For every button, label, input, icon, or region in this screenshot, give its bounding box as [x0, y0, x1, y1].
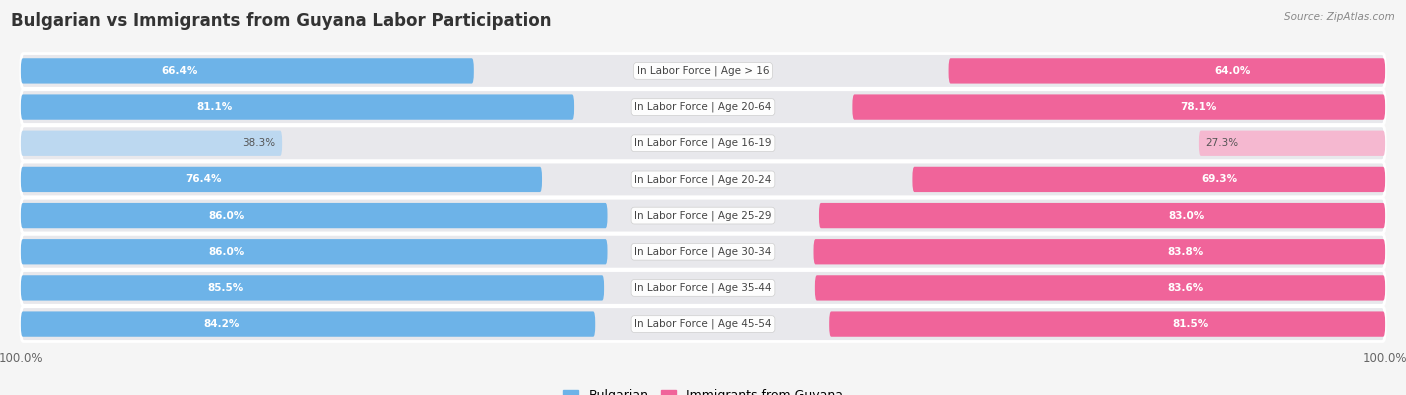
Text: In Labor Force | Age 16-19: In Labor Force | Age 16-19 [634, 138, 772, 149]
Text: Source: ZipAtlas.com: Source: ZipAtlas.com [1284, 12, 1395, 22]
FancyBboxPatch shape [814, 239, 1385, 264]
Text: 78.1%: 78.1% [1181, 102, 1216, 112]
FancyBboxPatch shape [21, 54, 1385, 88]
FancyBboxPatch shape [21, 234, 1385, 269]
FancyBboxPatch shape [21, 58, 474, 84]
Text: Bulgarian vs Immigrants from Guyana Labor Participation: Bulgarian vs Immigrants from Guyana Labo… [11, 12, 551, 30]
FancyBboxPatch shape [818, 203, 1385, 228]
FancyBboxPatch shape [21, 162, 1385, 197]
Text: 85.5%: 85.5% [207, 283, 243, 293]
FancyBboxPatch shape [830, 311, 1385, 337]
FancyBboxPatch shape [21, 167, 543, 192]
Text: 69.3%: 69.3% [1202, 175, 1237, 184]
Text: In Labor Force | Age 20-24: In Labor Force | Age 20-24 [634, 174, 772, 185]
Text: 83.6%: 83.6% [1167, 283, 1204, 293]
Text: 81.1%: 81.1% [197, 102, 232, 112]
FancyBboxPatch shape [815, 275, 1385, 301]
FancyBboxPatch shape [21, 203, 607, 228]
FancyBboxPatch shape [21, 198, 1385, 233]
Text: In Labor Force | Age 35-44: In Labor Force | Age 35-44 [634, 283, 772, 293]
FancyBboxPatch shape [21, 275, 605, 301]
Text: 86.0%: 86.0% [208, 247, 245, 257]
FancyBboxPatch shape [21, 239, 607, 264]
FancyBboxPatch shape [21, 307, 1385, 341]
Text: 66.4%: 66.4% [162, 66, 198, 76]
Text: 64.0%: 64.0% [1215, 66, 1250, 76]
FancyBboxPatch shape [21, 94, 574, 120]
Text: 86.0%: 86.0% [208, 211, 245, 220]
FancyBboxPatch shape [1199, 131, 1385, 156]
Text: 76.4%: 76.4% [186, 175, 222, 184]
Text: 27.3%: 27.3% [1206, 138, 1239, 148]
Text: In Labor Force | Age 25-29: In Labor Force | Age 25-29 [634, 210, 772, 221]
FancyBboxPatch shape [21, 311, 595, 337]
Text: In Labor Force | Age 30-34: In Labor Force | Age 30-34 [634, 246, 772, 257]
Text: In Labor Force | Age > 16: In Labor Force | Age > 16 [637, 66, 769, 76]
FancyBboxPatch shape [912, 167, 1385, 192]
FancyBboxPatch shape [21, 90, 1385, 124]
Text: 38.3%: 38.3% [242, 138, 276, 148]
FancyBboxPatch shape [852, 94, 1385, 120]
Legend: Bulgarian, Immigrants from Guyana: Bulgarian, Immigrants from Guyana [558, 384, 848, 395]
Text: 84.2%: 84.2% [204, 319, 240, 329]
Text: 81.5%: 81.5% [1173, 319, 1209, 329]
FancyBboxPatch shape [21, 271, 1385, 305]
Text: 83.8%: 83.8% [1167, 247, 1204, 257]
FancyBboxPatch shape [21, 126, 1385, 161]
FancyBboxPatch shape [21, 131, 283, 156]
Text: In Labor Force | Age 20-64: In Labor Force | Age 20-64 [634, 102, 772, 112]
Text: In Labor Force | Age 45-54: In Labor Force | Age 45-54 [634, 319, 772, 329]
Text: 83.0%: 83.0% [1168, 211, 1205, 220]
FancyBboxPatch shape [949, 58, 1385, 84]
